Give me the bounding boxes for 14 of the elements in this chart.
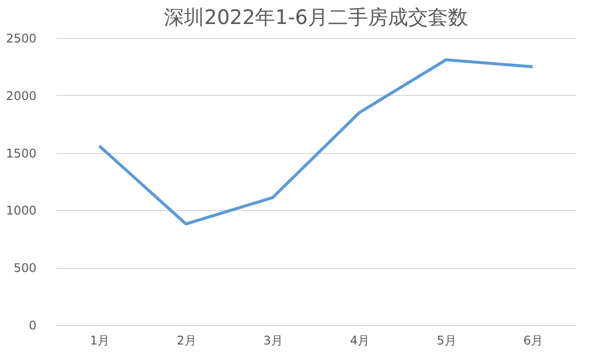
line-series (98, 58, 534, 226)
x-tick-label: 2月 (176, 334, 196, 348)
chart-title: 深圳2022年1-6月二手房成交套数 (164, 5, 468, 29)
x-tick-label: 3月 (263, 334, 283, 348)
y-tick-label: 2500 (6, 32, 36, 46)
x-tick-label: 4月 (350, 334, 370, 348)
y-tick-label: 2000 (6, 88, 36, 103)
y-tick-label: 500 (14, 261, 36, 276)
x-tick-label: 6月 (523, 334, 543, 348)
y-tick-label: 1500 (6, 146, 36, 160)
y-tick-label: 0 (28, 318, 36, 332)
x-tick-label: 1月 (90, 334, 110, 348)
y-tick-label: 1000 (6, 204, 36, 218)
x-tick-label: 5月 (436, 334, 456, 348)
